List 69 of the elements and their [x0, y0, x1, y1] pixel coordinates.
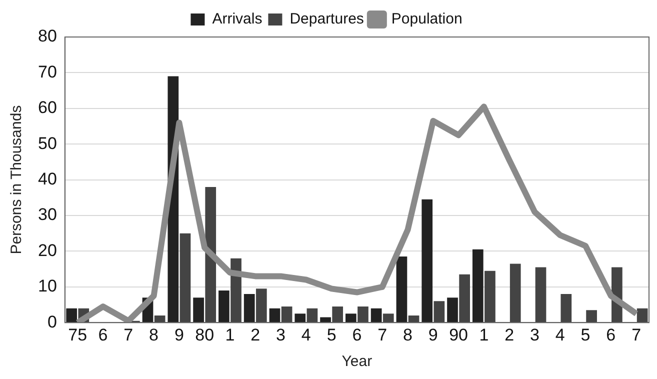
bar	[422, 199, 433, 322]
x-tick-label: 80	[195, 325, 214, 344]
bar	[294, 314, 306, 322]
y-axis-title: Persons in Thousands	[8, 105, 26, 254]
bar	[256, 288, 267, 322]
x-tick-label: 1	[225, 325, 235, 344]
x-tick-label: 5	[326, 325, 336, 344]
x-tick-label: 9	[174, 325, 184, 344]
bar	[345, 314, 356, 322]
bar	[154, 315, 166, 322]
bar	[205, 186, 216, 322]
bar	[320, 317, 331, 322]
x-tick-label: 7	[632, 325, 642, 344]
bar	[66, 308, 78, 322]
x-tick-label: 7	[124, 325, 134, 344]
x-tick-label: 7	[378, 325, 388, 344]
y-tick-label: 20	[38, 240, 57, 260]
x-tick-label: 6	[98, 325, 108, 344]
bar	[636, 308, 648, 322]
y-tick-label: 10	[38, 276, 57, 296]
x-tick-label: 2	[250, 325, 260, 344]
x-tick-label: 75	[68, 325, 88, 344]
bar	[535, 267, 546, 322]
bar	[382, 314, 394, 322]
bar	[358, 306, 368, 322]
y-tick-label: 70	[38, 62, 57, 82]
x-tick-label: 2	[504, 325, 514, 344]
bar	[434, 301, 445, 322]
bar	[230, 258, 242, 322]
x-tick-label: 1	[479, 325, 489, 344]
bar	[396, 256, 408, 322]
bar	[332, 306, 344, 322]
legend-label: Population	[391, 10, 462, 28]
x-axis-title: Year	[342, 353, 372, 370]
y-tick-label: 80	[38, 26, 57, 46]
x-tick-label: 4	[555, 325, 565, 344]
bar	[459, 274, 470, 322]
x-tick-label: 9	[428, 325, 438, 344]
bar	[370, 308, 382, 322]
x-tick-label: 3	[530, 325, 540, 344]
bar	[447, 298, 458, 322]
bar	[484, 270, 496, 322]
y-tick-label: 60	[38, 98, 57, 118]
bar	[408, 315, 420, 322]
bar	[244, 294, 255, 322]
y-tick-label: 0	[47, 312, 57, 332]
bar	[218, 290, 230, 322]
bar	[269, 308, 280, 322]
y-tick-label: 30	[38, 205, 57, 224]
x-tick-label: 90	[449, 325, 468, 344]
y-tick-label: 50	[38, 134, 57, 153]
x-tick-label: 5	[580, 325, 590, 344]
x-tick-label: 8	[149, 325, 159, 344]
y-tick-label: 40	[38, 169, 57, 188]
bar	[193, 298, 204, 322]
bar	[306, 308, 318, 322]
bar	[472, 249, 484, 322]
legend-label: Arrivals	[212, 10, 262, 28]
x-tick-label: 3	[276, 325, 286, 344]
x-tick-label: 4	[301, 325, 311, 344]
bar	[180, 233, 191, 322]
bar	[281, 306, 292, 322]
bar	[510, 264, 521, 322]
legend-label: Departures	[290, 10, 364, 28]
x-tick-label: 6	[352, 325, 362, 344]
bar	[586, 310, 597, 322]
x-tick-label: 8	[403, 325, 412, 344]
bar	[560, 294, 572, 322]
x-tick-label: 6	[606, 325, 616, 344]
